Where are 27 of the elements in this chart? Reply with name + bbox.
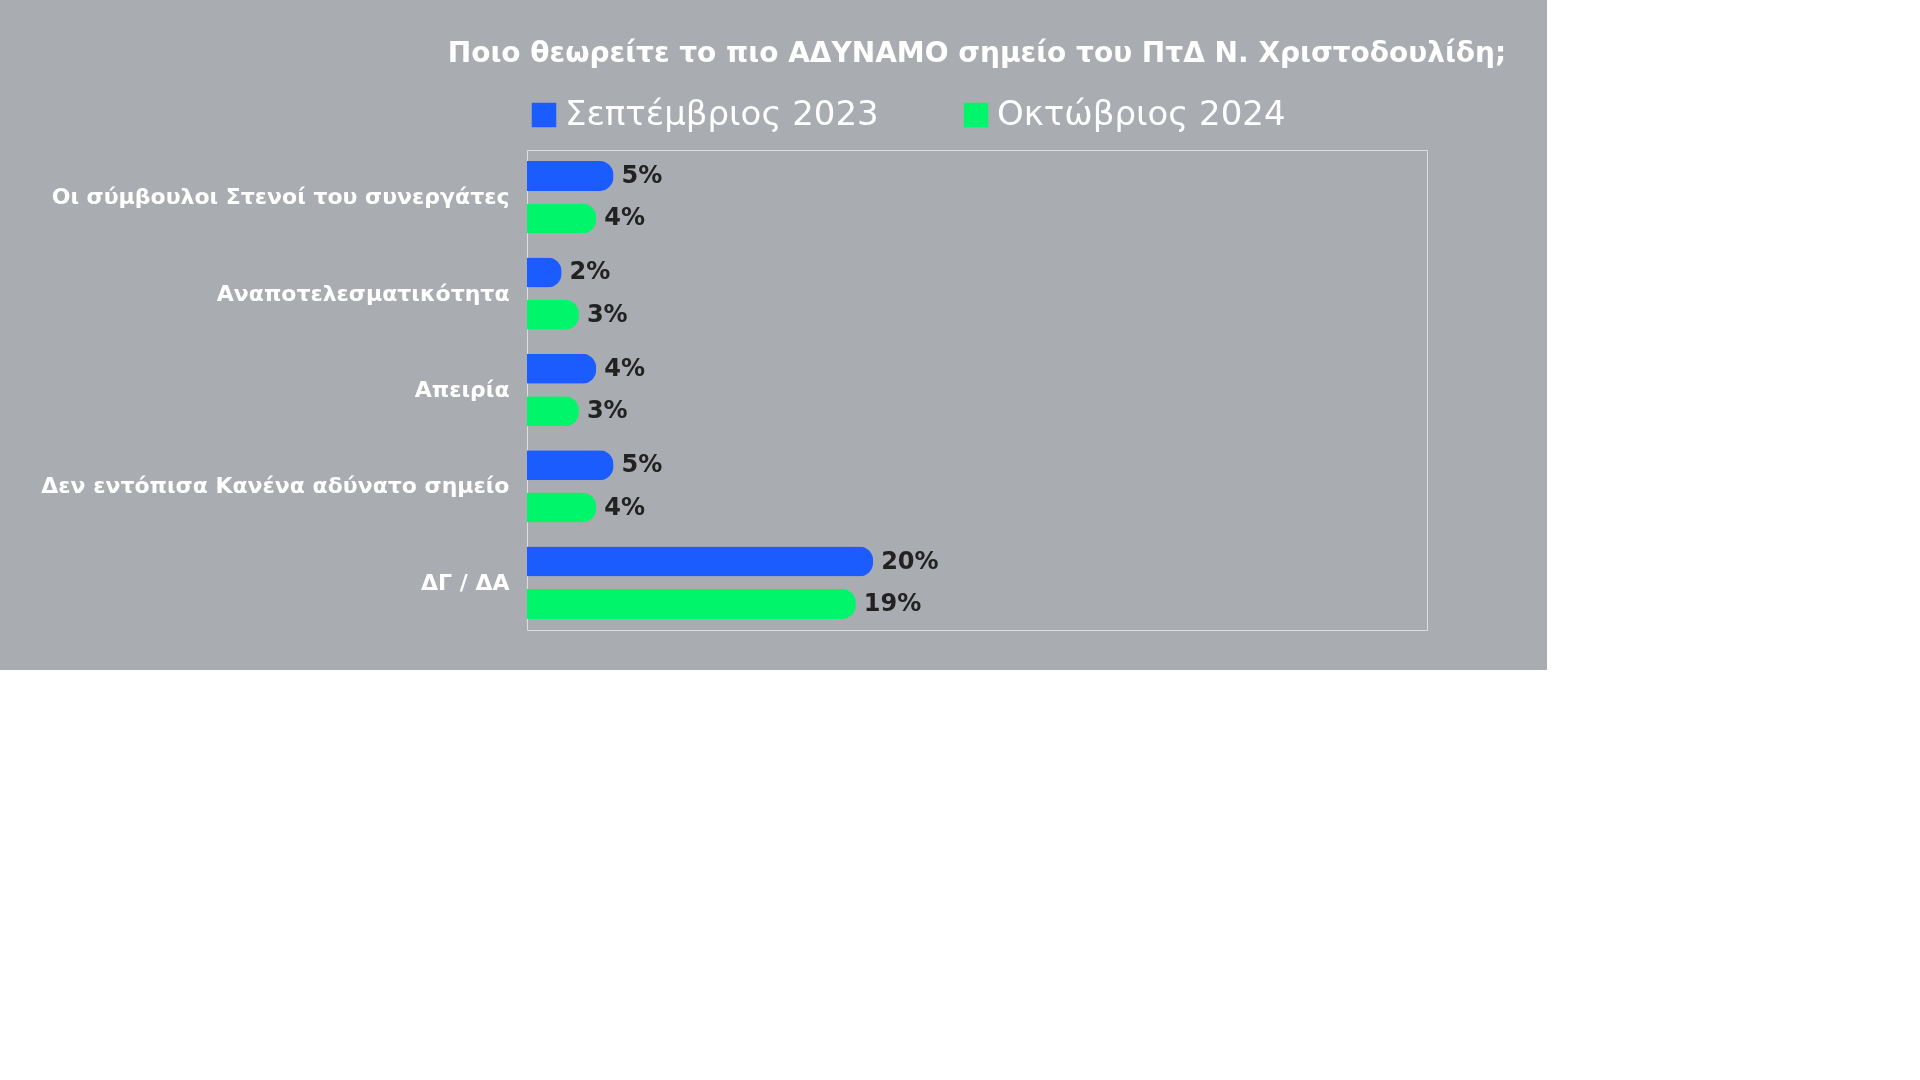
data-label: 19% [863, 588, 922, 617]
bar [527, 203, 597, 234]
y-tick-label: Απειρία [414, 377, 510, 402]
text: Ποιο θεωρείτε το πιο ΑΔΥΝΑΜΟ σημείο του ΠτΔ Ν. Χριστοδουλίδη; [447, 36, 1507, 69]
data-label: 5% [621, 450, 663, 479]
data-label: 3% [586, 396, 628, 425]
bar [527, 396, 579, 427]
y-tick-label: Οι σύμβουλοι Στενοί του συνεργάτες [51, 184, 510, 210]
data-label: 4% [604, 492, 645, 521]
data-label: 3% [586, 299, 628, 328]
bar [527, 492, 597, 523]
y-tick-label: ΔΓ / ΔΑ [421, 569, 510, 595]
bar [527, 161, 614, 192]
y-tick-label: Αναποτελεσματικότητα [216, 280, 510, 306]
data-label: 2% [569, 257, 611, 286]
data-label: 4% [604, 353, 645, 382]
bar [527, 299, 579, 330]
legend-label: Οκτώβριος 2024 [997, 93, 1286, 133]
legend-label: Σεπτέμβριος 2023 [565, 93, 879, 133]
y-tick-label: Δεν εντόπισα Κανένα αδύνατο σημείο [41, 473, 510, 499]
bar [527, 353, 597, 384]
bar [527, 450, 614, 481]
data-label: 5% [621, 161, 663, 190]
data-label: 4% [604, 203, 645, 232]
bar [527, 546, 874, 577]
bar [527, 588, 856, 619]
data-label: 20% [881, 546, 939, 575]
